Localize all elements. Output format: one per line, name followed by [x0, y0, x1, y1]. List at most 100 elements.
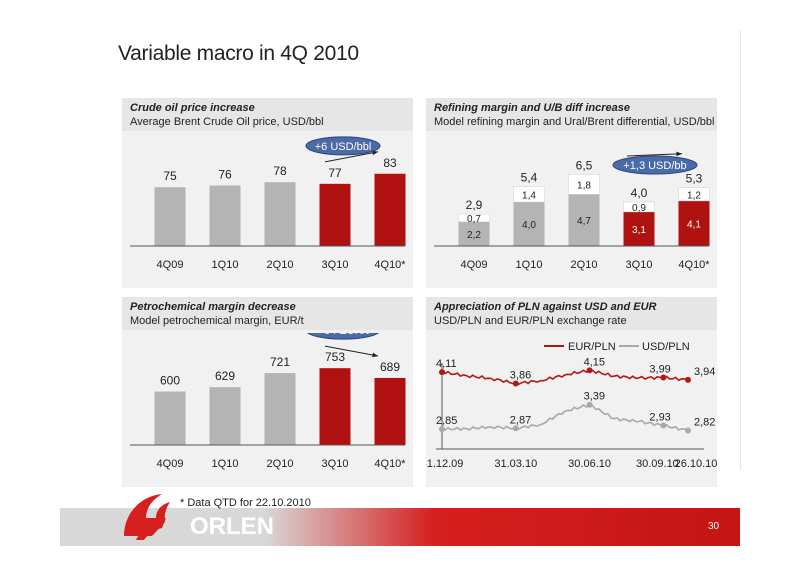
- change-badge: [612, 155, 698, 175]
- x-tick-label: 3Q10: [322, 458, 349, 470]
- data-point-label: 4,15: [584, 356, 605, 368]
- legend-label: USD/PLN: [642, 341, 690, 353]
- segment-value-label: 0,9: [632, 203, 646, 214]
- x-tick-label: 2Q10: [267, 458, 294, 470]
- data-point-marker: [685, 376, 691, 383]
- data-point-marker: [660, 422, 667, 429]
- segment-value-label: 4,1: [687, 219, 701, 230]
- segment-value-label: 1,2: [687, 190, 701, 201]
- change-badge-label: - 64 EUR/t: [317, 333, 368, 337]
- x-tick-label: 4Q10*: [374, 458, 406, 470]
- panel-title: Refining margin and U/B diff increase: [434, 102, 630, 114]
- x-tick-label: 4Q10*: [374, 259, 406, 271]
- x-tick-label: 1Q10: [212, 259, 239, 271]
- x-tick-label: 3Q10: [626, 259, 653, 271]
- data-point-marker: [586, 367, 593, 374]
- data-point-label: 2,82: [694, 417, 715, 429]
- bar: [209, 387, 241, 445]
- data-point-label: 3,94: [694, 366, 715, 378]
- x-tick-label: 4Q10*: [678, 259, 710, 271]
- bar-diff-segment: [458, 213, 490, 223]
- chart-area: EUR/PLN USD/PLN 4,11 3,86 4,15 3,99 3,94 2,85 2,…: [421, 333, 718, 492]
- data-point-marker: [586, 401, 593, 408]
- panel-header: Appreciation of PLN against USD and EUR …: [426, 297, 717, 330]
- page-title: Variable macro in 4Q 2010: [118, 42, 359, 65]
- bar-diff-segment: [623, 201, 655, 213]
- data-point-label: 2,93: [649, 412, 670, 424]
- change-badge: [305, 136, 381, 156]
- segment-value-label: 1,8: [577, 180, 591, 191]
- data-point-label: 2,87: [510, 414, 531, 426]
- bar: [154, 187, 186, 246]
- bar: [374, 377, 406, 445]
- total-value-label: 6,5: [576, 159, 593, 173]
- change-badge-label: +1,3 USD/bb: [623, 160, 686, 172]
- bar: [264, 373, 296, 445]
- bar-margin-segment: [513, 202, 545, 246]
- bar-value-label: 689: [380, 360, 400, 374]
- bar: [319, 183, 351, 246]
- bar-value-label: 77: [328, 166, 342, 180]
- x-tick-label: 26.10.10: [675, 458, 717, 470]
- exchange-rate-chart: EUR/PLN USD/PLN 4,11 3,86 4,15 3,99 3,94 2,85 2,…: [421, 341, 718, 470]
- bar-value-label: 600: [160, 374, 180, 388]
- bar-margin-segment: [568, 194, 600, 246]
- bar-margin-segment: [678, 200, 710, 246]
- data-point-marker: [439, 426, 445, 433]
- panel-subtitle: Average Brent Crude Oil price, USD/bbl: [130, 116, 324, 128]
- bar-value-label: 75: [163, 169, 177, 183]
- footer-bar: [60, 508, 740, 546]
- orlen-eagle-icon: ORLEN: [124, 494, 274, 540]
- data-point-label: 3,39: [584, 391, 605, 403]
- total-value-label: 5,4: [521, 171, 538, 185]
- segment-value-label: 4,0: [522, 220, 536, 231]
- x-tick-label: 1Q10: [516, 259, 543, 271]
- panel-crude-oil: Crude oil price increase Average Brent C…: [122, 98, 413, 288]
- total-value-label: 5,3: [686, 172, 703, 186]
- trend-arrowhead: [372, 352, 378, 358]
- bar: [319, 368, 351, 445]
- data-point-marker: [512, 425, 519, 432]
- orlen-logo: ORLEN: [118, 484, 308, 546]
- page-number: 30: [708, 521, 720, 532]
- panel-subtitle: Model petrochemical margin, EUR/t: [130, 315, 304, 327]
- panel-subtitle: Model refining margin and Ural/Brent dif…: [434, 116, 715, 128]
- data-point-marker: [512, 380, 519, 387]
- bar: [154, 391, 186, 445]
- bar-value-label: 753: [325, 350, 345, 364]
- x-tick-label: 1Q10: [212, 458, 239, 470]
- panel-header: Refining margin and U/B diff increase Mo…: [426, 98, 717, 131]
- data-point-marker: [439, 369, 445, 376]
- bar: [374, 173, 406, 246]
- legend-label: EUR/PLN: [568, 341, 616, 353]
- panel-title: Petrochemical margin decrease: [130, 301, 296, 313]
- panel-header: Petrochemical margin decrease Model petr…: [122, 297, 413, 330]
- bar-value-label: 629: [215, 369, 235, 383]
- bar-value-label: 83: [383, 156, 397, 170]
- bar-value-label: 76: [218, 168, 232, 182]
- x-tick-label: 4Q09: [157, 259, 184, 271]
- eur-pln-line: [441, 369, 689, 386]
- x-tick-label: 2Q10: [571, 259, 598, 271]
- logo-text: ORLEN: [190, 513, 274, 540]
- footnote: * Data QTD for 22.10.2010: [180, 497, 311, 509]
- total-value-label: 2,9: [466, 198, 483, 212]
- data-point-label: 4,11: [436, 358, 457, 370]
- data-point-label: 2,85: [436, 415, 457, 427]
- bar: [209, 185, 241, 246]
- bar-diff-segment: [568, 174, 600, 195]
- trend-arrowhead: [372, 150, 378, 156]
- total-value-label: 4,0: [631, 186, 648, 200]
- bar-value-label: 721: [270, 355, 290, 369]
- segment-value-label: 2,2: [467, 230, 481, 241]
- panel-subtitle: USD/PLN and EUR/PLN exchange rate: [434, 315, 627, 327]
- divider-line: [740, 30, 741, 470]
- chart-area: 75 4Q09 76 1Q10 78 2Q10 77 3Q10 83 4Q10* +6 USD/bb…: [122, 134, 413, 293]
- data-point-marker: [685, 427, 691, 434]
- trend-arrowhead: [676, 151, 682, 157]
- bar-diff-segment: [513, 186, 545, 203]
- usd-pln-line: [441, 403, 689, 432]
- x-tick-label: 30.09.10: [636, 458, 679, 470]
- refining-margin-chart: 2,2 0,7 2,9 4Q09 4,0 1,4 5,4 1Q10 4,7 1,8 6,5 2Q10 3…: [434, 151, 710, 271]
- trend-arrow: [324, 345, 379, 357]
